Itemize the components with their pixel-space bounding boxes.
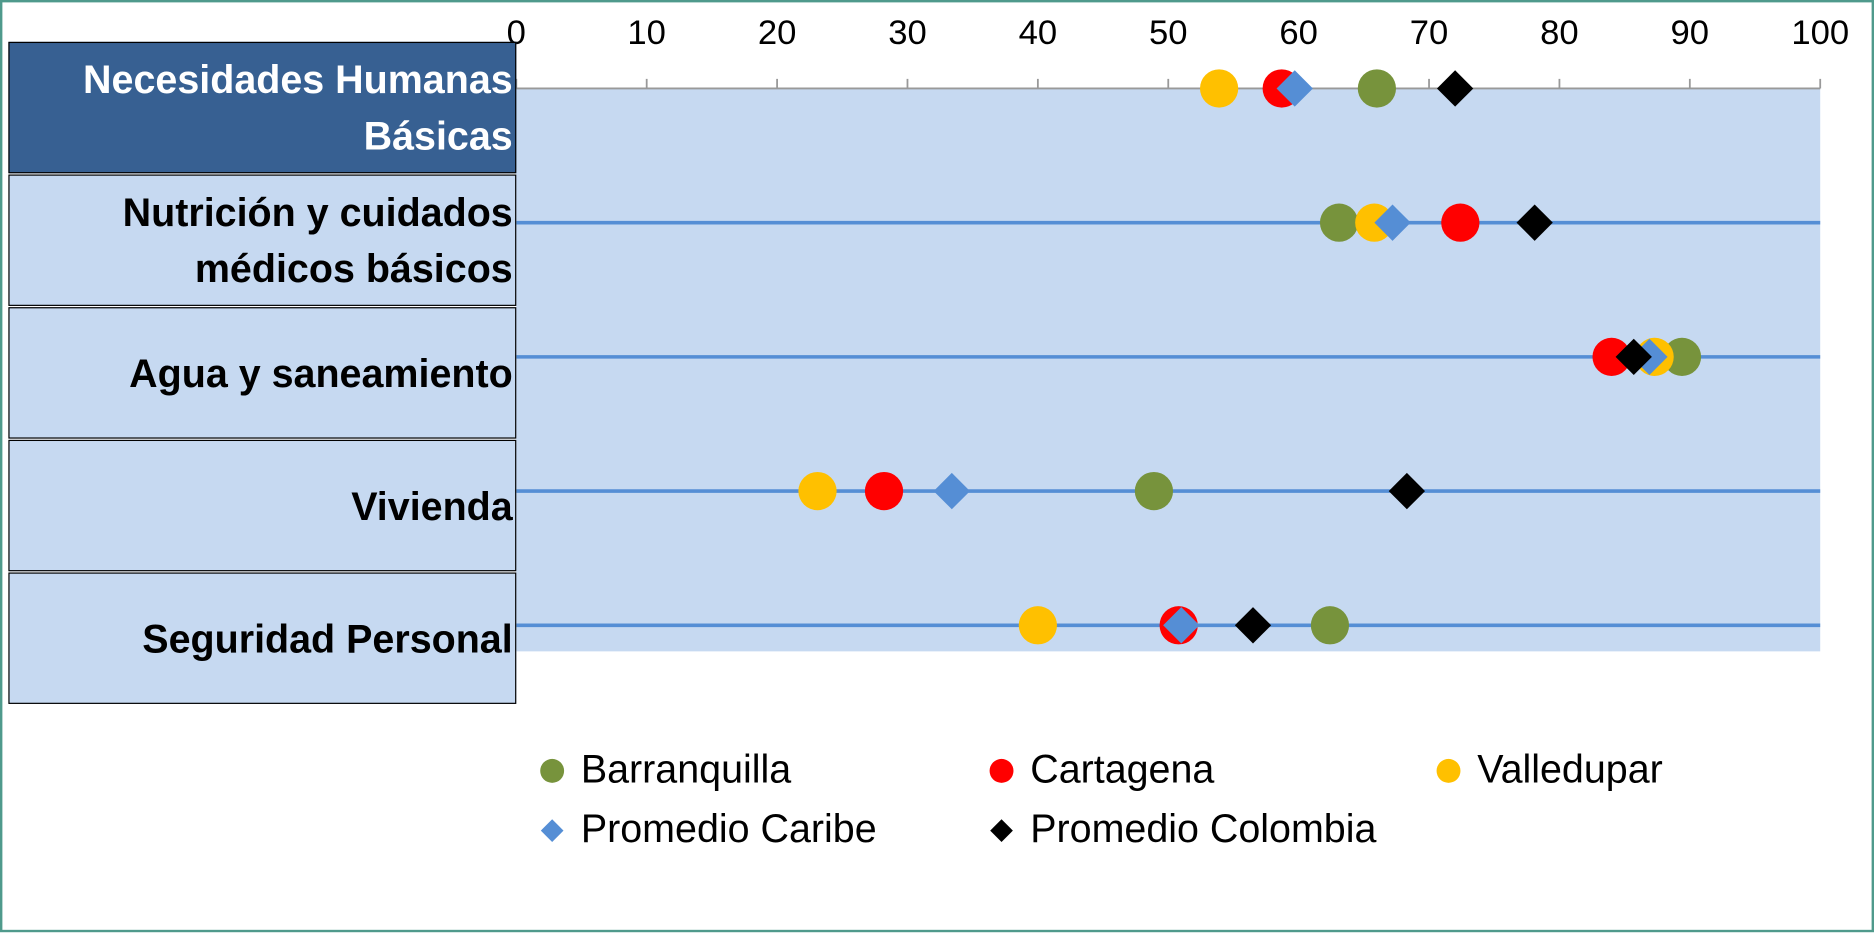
dot (1276, 70, 1313, 107)
x-tick-label: 30 (888, 14, 927, 52)
dot (1199, 69, 1239, 108)
legend-marker (990, 819, 1013, 842)
legend-marker (540, 819, 564, 842)
legend-label: Promedio Colombia (1030, 807, 1376, 851)
x-tick-label: 40 (1019, 14, 1058, 52)
dot (1319, 203, 1359, 242)
dot (798, 471, 837, 511)
dot (1592, 337, 1631, 376)
dot (1436, 70, 1474, 107)
dot (1018, 606, 1057, 645)
dot (1662, 337, 1702, 376)
dot (1355, 203, 1394, 242)
dot (1357, 69, 1397, 108)
x-tick-label: 60 (1279, 14, 1318, 52)
dot (1615, 338, 1652, 376)
x-tick-label: 80 (1540, 14, 1579, 52)
x-tick-label: 10 (627, 14, 666, 52)
dot (1441, 203, 1480, 242)
category-label: Seguridad Personal (8, 572, 517, 704)
x-tick-label: 50 (1149, 14, 1188, 52)
legend-label: Cartagena (1030, 747, 1214, 791)
x-tick-label: 70 (1410, 14, 1449, 52)
dot (1134, 471, 1174, 511)
x-tick-label: 90 (1671, 14, 1710, 52)
dot (864, 471, 904, 511)
legend-marker (1436, 758, 1461, 783)
x-tick-label: 100 (1791, 14, 1849, 52)
legend-marker (989, 758, 1014, 783)
dot (1310, 606, 1350, 645)
legend-marker (540, 758, 565, 783)
category-label: Agua y saneamiento (8, 307, 517, 439)
category-label: Nutrición y cuidados médicos básicos (8, 174, 517, 306)
x-tick-label: 20 (758, 14, 797, 52)
legend-label: Valledupar (1477, 747, 1663, 791)
legend-label: Barranquilla (581, 747, 791, 791)
dot (1163, 607, 1200, 644)
category-label: Vivienda (8, 439, 517, 572)
category-label: Necesidades Humanas Básicas (8, 41, 517, 174)
legend-label: Promedio Caribe (581, 807, 877, 851)
dot (1234, 607, 1272, 644)
dot (1388, 472, 1426, 510)
